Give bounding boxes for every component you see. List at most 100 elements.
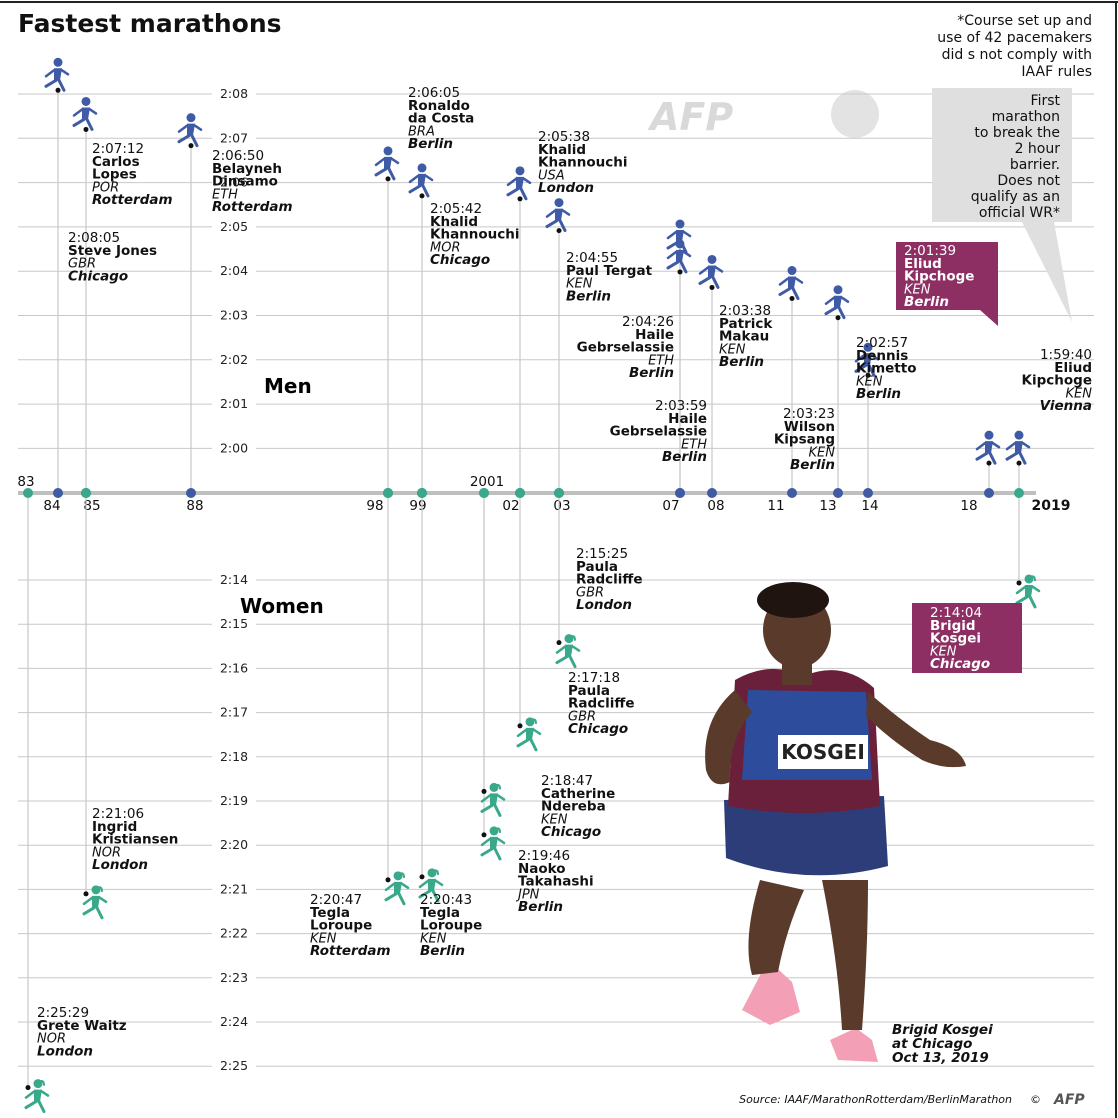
women-record-point (481, 788, 487, 794)
record-text: Patrick (719, 316, 773, 332)
record-text: KEN (541, 812, 568, 827)
men-y-tick-label: 2:00 (220, 440, 248, 455)
year-tick-label: 18 (960, 498, 977, 514)
women-y-tick-label: 2:19 (220, 793, 248, 808)
record-text: Haile (635, 327, 674, 343)
men-record-point (986, 460, 992, 466)
year-tick-label: 98 (366, 498, 383, 514)
men-y-tick-label: 2:08 (220, 86, 248, 101)
year-tick-label: 84 (43, 498, 60, 514)
men-year-dot (863, 488, 873, 498)
tick-label-bg (212, 837, 256, 854)
record-text: Gebrselassie (610, 424, 707, 440)
chart-title: Fastest marathons (18, 9, 282, 38)
record-text: GBR (568, 709, 596, 724)
record-time: 2:20:47 (310, 892, 362, 908)
record-text: KEN (1066, 386, 1093, 401)
year-tick-label: 85 (83, 498, 100, 514)
watermark-ball-icon (831, 90, 879, 138)
record-text: Berlin (790, 457, 835, 473)
record-text: KEN (310, 931, 337, 946)
record-text: KEN (719, 342, 746, 357)
record-text: Belayneh (212, 161, 282, 177)
men-year-dot (186, 488, 196, 498)
male-runner-icon (824, 285, 850, 320)
tick-label-bg (212, 396, 256, 413)
tick-label-bg (212, 130, 256, 147)
men-year-dot (707, 488, 717, 498)
caption-line: Oct 13, 2019 (892, 1050, 989, 1066)
men-y-tick-label: 2:07 (220, 130, 248, 145)
men-year-dot (984, 488, 994, 498)
record-text: Rotterdam (92, 192, 173, 208)
male-runner-icon (698, 254, 724, 289)
male-runner-icon (177, 113, 203, 148)
record-text: Haile (668, 411, 707, 427)
female-runner-icon (480, 782, 506, 817)
record-text: Wilson (784, 419, 835, 435)
tick-label-bg (212, 969, 256, 986)
men-record-point (188, 143, 194, 149)
record-text: Catherine (541, 786, 615, 802)
year-tick-label: 99 (409, 498, 426, 514)
tick-label-bg (212, 86, 256, 102)
record-text: Rotterdam (310, 943, 391, 959)
record-time: 2:17:18 (568, 670, 620, 686)
women-year-dot (417, 488, 427, 498)
tick-label-bg (212, 793, 256, 809)
callout-line: Does not (997, 173, 1060, 189)
tick-label-bg (212, 263, 256, 280)
record-text: Berlin (904, 294, 949, 310)
tick-label-bg (212, 616, 256, 633)
men-year-dot (787, 488, 797, 498)
female-runner-icon (480, 826, 506, 861)
callout-line: marathon (992, 109, 1060, 125)
men-record-point (1016, 460, 1022, 466)
men-y-tick-label: 2:05 (220, 219, 248, 234)
record-text: Grete Waitz (37, 1018, 127, 1034)
female-runner-icon (384, 871, 410, 906)
record-time: 2:06:05 (408, 85, 460, 101)
record-text: Kipsang (774, 432, 835, 448)
men-series-label: Men (264, 374, 312, 398)
women-year-dot (554, 488, 564, 498)
record-text: Kipchoge (904, 269, 974, 285)
record-text: Eliud (904, 256, 942, 272)
record-text: ETH (648, 353, 674, 368)
tick-label-bg (212, 748, 256, 765)
men-record-point (789, 296, 795, 302)
record-time: 2:03:23 (783, 406, 835, 422)
record-text: JPN (515, 887, 540, 902)
record-time: 1:59:40 (1040, 347, 1092, 363)
caption-line: at Chicago (892, 1036, 972, 1052)
women-record-point (517, 723, 523, 729)
male-runner-icon (72, 96, 98, 131)
women-y-tick-label: 2:23 (220, 970, 248, 985)
women-year-dot (383, 488, 393, 498)
record-time: 2:20:43 (420, 892, 472, 908)
source-note: Source: IAAF/MarathonRotterdam/BerlinMar… (739, 1093, 1012, 1106)
record-text: London (576, 597, 632, 613)
record-text: Brigid (930, 618, 976, 634)
women-y-tick-label: 2:14 (220, 572, 248, 587)
year-tick-label: 88 (186, 498, 203, 514)
watermark: AFP (647, 95, 733, 139)
bib-number: KOSGEI (781, 740, 865, 764)
record-text: Lopes (92, 167, 137, 183)
record-text: POR (92, 180, 119, 195)
women-y-tick-label: 2:25 (220, 1058, 248, 1073)
male-runner-icon (44, 57, 70, 92)
record-text: Kristiansen (92, 832, 178, 848)
record-text: Loroupe (420, 918, 482, 934)
record-text: Radcliffe (576, 572, 643, 588)
record-text: London (37, 1043, 93, 1059)
